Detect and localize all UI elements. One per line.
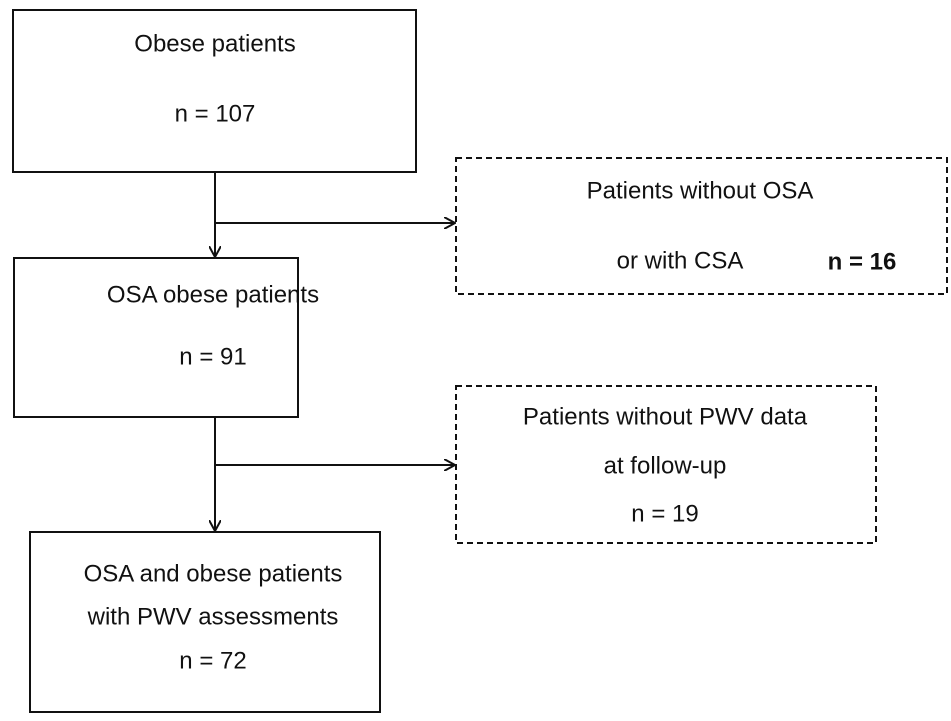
- box-text: n = 107: [175, 100, 256, 127]
- box-text: Patients without OSA: [587, 177, 814, 204]
- excluded-box: [455, 385, 877, 544]
- box-text: OSA and obese patients: [84, 560, 343, 587]
- box-text: Obese patients: [134, 30, 295, 57]
- box: [13, 257, 299, 418]
- box: [29, 531, 381, 713]
- excluded-box: [455, 157, 948, 295]
- box-text: n = 16: [828, 248, 897, 275]
- box: [12, 9, 417, 173]
- box-text: or with CSA: [617, 247, 744, 274]
- box-text: n = 91: [179, 343, 246, 370]
- box-text: n = 72: [179, 647, 246, 674]
- box-text: with PWV assessments: [87, 603, 339, 630]
- box-text: OSA obese patients: [107, 281, 319, 308]
- box-text: at follow-up: [604, 452, 727, 479]
- box-text: n = 19: [631, 500, 698, 527]
- box-text: Patients without PWV data: [523, 403, 808, 430]
